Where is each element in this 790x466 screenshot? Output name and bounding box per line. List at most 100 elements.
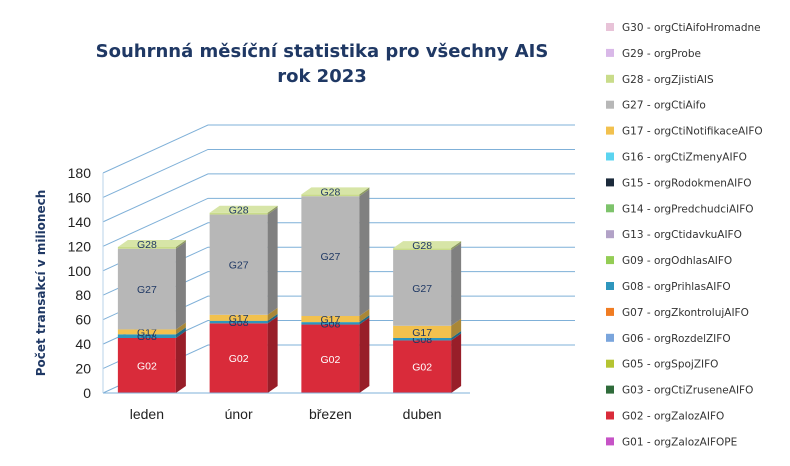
legend-swatch	[606, 282, 614, 290]
y-tick-label: 120	[68, 238, 92, 254]
bar-segment-side	[451, 333, 462, 393]
gridline	[102, 148, 575, 198]
legend-swatch	[606, 152, 614, 161]
legend-label: G30 - orgCtiAifoHromadne	[622, 22, 761, 34]
bar-segment-side	[175, 327, 186, 338]
legend-item: G17 - orgCtiNotifikaceAIFO	[606, 126, 763, 138]
legend-item: G01 - orgZalozAIFOPE	[606, 436, 737, 448]
bar-segment-front	[301, 322, 360, 325]
legend-label: G06 - orgRozdelZIFO	[622, 333, 731, 345]
bar-segment-front	[209, 214, 268, 315]
bar-segment: G17	[117, 322, 186, 339]
axes: 0 20 40 60 80 100 120 140 160 180 leden únor březen d…	[68, 165, 470, 422]
bar-segment-front	[393, 250, 452, 326]
data-label: G17	[137, 327, 157, 339]
bar-segment: G17	[393, 318, 462, 339]
gridline	[102, 173, 575, 223]
legend-swatch	[606, 178, 614, 187]
bar-segment-front	[209, 320, 268, 324]
bar-segment-front	[301, 196, 360, 316]
bar-segment-side	[175, 331, 186, 393]
bar-segment-side	[267, 313, 278, 324]
legend-item: G03 - orgCtiZruseneAIFO	[606, 385, 753, 397]
legend-swatch	[606, 230, 614, 239]
data-label: G02	[229, 353, 249, 365]
legend-swatch	[606, 359, 614, 368]
data-label: G17	[229, 313, 249, 325]
legend-label: G14 - orgPredchudciAIFO	[622, 203, 754, 215]
bar-segment: G28	[393, 240, 462, 252]
bar-top	[117, 239, 186, 247]
y-tick-label: 60	[75, 312, 91, 328]
x-tick-label: březen	[309, 406, 352, 422]
bar-segment-side	[451, 331, 462, 341]
bar-segment: G02	[393, 333, 462, 393]
bar-segment-front	[117, 248, 176, 330]
bar-top	[209, 205, 278, 213]
data-label: G28	[137, 239, 157, 251]
bar-segment-front	[301, 194, 360, 197]
bar-segment: G02	[209, 316, 278, 393]
bar-segment-side	[359, 187, 370, 197]
bar-segment-front	[393, 338, 452, 341]
bar-segment-side	[175, 322, 186, 335]
y-tick-label: 80	[75, 287, 91, 303]
bar-segment-side	[175, 239, 186, 249]
legend-swatch	[606, 333, 614, 342]
y-tick-label: 140	[68, 214, 92, 230]
legend-label: G28 - orgZjistiAIS	[622, 74, 714, 86]
legend-label: G01 - orgZalozAIFOPE	[622, 436, 737, 448]
legend: G30 - orgCtiAifoHromadne G29 - orgProbe G2…	[606, 22, 763, 448]
bar-segment-front	[393, 325, 452, 338]
legend-item: G29 - orgProbe	[606, 48, 701, 60]
legend-label: G15 - orgRodokmenAIFO	[622, 177, 752, 189]
legend-label: G16 - orgCtiZmenyAIFO	[622, 152, 747, 164]
bar-segment: G28	[301, 186, 370, 198]
bar-segment-side	[451, 243, 462, 326]
bar-segment-side	[359, 189, 370, 316]
legend-label: G02 - orgZalozAIFO	[622, 411, 724, 423]
y-axis-label: Počet transakcí v milionech	[34, 190, 48, 377]
gridline	[102, 124, 575, 174]
data-label: G02	[320, 354, 340, 366]
bar-segment-side	[175, 241, 186, 330]
x-tick-label: duben	[403, 406, 442, 422]
data-label: G27	[137, 284, 157, 296]
data-label: G27	[320, 251, 340, 263]
legend-label: G17 - orgCtiNotifikaceAIFO	[622, 126, 763, 138]
legend-item: G16 - orgCtiZmenyAIFO	[606, 152, 747, 164]
legend-swatch	[606, 385, 614, 394]
bar-segment-side	[359, 317, 370, 393]
legend-swatch	[606, 256, 614, 265]
bar-segment-front	[301, 324, 360, 393]
bar-segment-side	[267, 316, 278, 393]
bar-segment: G28	[209, 205, 278, 217]
legend-label: G09 - orgOdhlasAIFO	[622, 255, 732, 267]
bar-segment-side	[267, 205, 278, 215]
legend-item: G07 - orgZkontrolujAIFO	[606, 307, 749, 319]
data-label: G28	[412, 240, 432, 252]
legend-item: G15 - orgRodokmenAIFO	[606, 177, 752, 189]
legend-swatch	[606, 48, 614, 57]
data-label: G17	[412, 327, 432, 339]
bar-segment: G28	[117, 239, 186, 251]
legend-item: G02 - orgZalozAIFO	[606, 411, 724, 423]
legend-label: G08 - orgPrihlasAIFO	[622, 281, 731, 293]
legend-item: G09 - orgOdhlasAIFO	[606, 255, 732, 267]
legend-swatch	[606, 126, 614, 135]
legend-item: G27 - orgCtiAifo	[606, 100, 706, 112]
legend-item: G14 - orgPredchudciAIFO	[606, 203, 754, 215]
bar-segment: G27	[301, 189, 370, 316]
legend-label: G07 - orgZkontrolujAIFO	[622, 307, 749, 319]
legend-item: G05 - orgSpojZIFO	[606, 359, 718, 371]
y-tick-label: 100	[68, 263, 92, 279]
legend-label: G29 - orgProbe	[622, 48, 701, 60]
y-tick-label: 160	[68, 189, 92, 205]
y-tick-label: 180	[68, 165, 92, 181]
bar-segment-front	[209, 212, 268, 215]
bars: G02G08G17G27G28G02G08G17G27G28G02G08G17G…	[117, 186, 462, 393]
legend-item: G06 - orgRozdelZIFO	[606, 333, 731, 345]
data-label: G28	[320, 186, 340, 198]
